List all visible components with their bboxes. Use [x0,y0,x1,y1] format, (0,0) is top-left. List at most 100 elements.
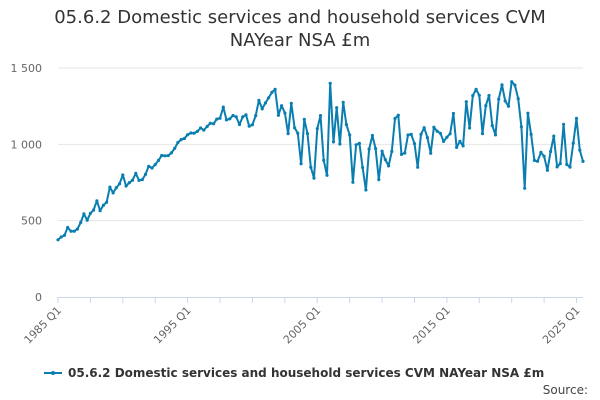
data-point [367,147,371,151]
data-point [101,203,105,207]
data-point [451,111,455,116]
data-point [493,133,498,137]
data-point [241,115,245,119]
data-point [147,164,151,168]
data-point [205,124,209,129]
data-point [419,132,423,136]
chart-title: 05.6.2 Domestic services and household s… [0,6,600,52]
data-point [558,162,562,166]
data-point [289,101,293,105]
data-point [79,220,83,225]
data-point [270,90,274,94]
data-point [66,225,70,230]
source-label: Source: [542,383,588,397]
y-tick-label: 1 000 [11,138,43,151]
data-point [461,144,465,148]
data-point [503,99,507,103]
data-point [399,152,404,156]
data-point [163,154,167,158]
data-point [111,191,115,195]
data-point [143,172,148,176]
data-point [348,133,352,137]
data-point [257,98,261,102]
data-point [322,158,326,162]
data-point [432,125,436,129]
data-point [286,132,290,136]
data-point [429,151,433,155]
data-point [519,125,524,129]
data-point [280,104,284,108]
data-point [325,173,329,177]
data-point [555,165,559,169]
data-point [212,122,216,126]
data-point [273,87,277,91]
data-point [523,186,527,190]
data-point [140,178,144,182]
data-point [480,132,485,136]
data-point [166,154,170,158]
data-point [156,158,161,162]
data-point [169,151,173,155]
data-point [412,142,417,146]
data-point [250,123,254,127]
data-point [361,165,365,170]
data-point [568,165,572,169]
data-point [500,83,504,87]
data-point [312,176,316,180]
data-point [254,114,258,118]
data-point [182,136,186,141]
data-point [374,147,378,151]
data-point [516,97,520,101]
data-point [231,113,235,118]
data-point [121,173,125,177]
data-point [130,178,135,182]
x-tick-label: 2005 Q1 [281,304,324,347]
data-point [173,146,177,150]
data-point [474,87,478,91]
legend-item[interactable]: 05.6.2 Domestic services and household s… [44,366,544,380]
data-point [263,101,267,105]
x-tick-label: 1995 Q1 [151,304,194,347]
chart-title-line-1: 05.6.2 Domestic services and household s… [54,7,546,28]
data-point [218,116,222,120]
data-point [305,132,310,136]
data-point [328,81,332,85]
data-point [296,131,300,135]
data-point [237,122,242,127]
data-point [95,199,99,203]
data-point [215,117,219,121]
data-point [526,111,530,115]
data-point [331,140,336,144]
data-point [335,106,339,110]
legend-label: 05.6.2 Domestic services and household s… [68,366,545,380]
data-point [377,178,381,182]
data-point [221,105,225,109]
data-point [202,128,206,132]
data-point [357,141,361,145]
series-line [57,80,584,241]
data-point [244,113,248,117]
data-point [571,141,575,145]
chart-title-line-2: NAYear NSA £m [229,30,371,51]
data-point [338,142,342,146]
data-point [150,166,154,170]
data-point [532,158,537,162]
data-point [92,208,96,212]
data-point [393,116,397,121]
data-point [422,126,426,130]
data-point [192,131,196,135]
data-point [380,149,384,153]
data-point [69,229,73,233]
data-point [179,138,183,142]
data-point [448,132,452,136]
data-point [234,115,238,119]
data-point [98,209,102,213]
data-point [529,132,533,136]
data-point [276,113,280,117]
data-point [85,218,89,222]
data-point [445,135,449,139]
data-point [364,188,368,192]
y-tick-label: 1 500 [11,62,43,75]
data-point [293,126,297,130]
data-point [309,165,313,169]
